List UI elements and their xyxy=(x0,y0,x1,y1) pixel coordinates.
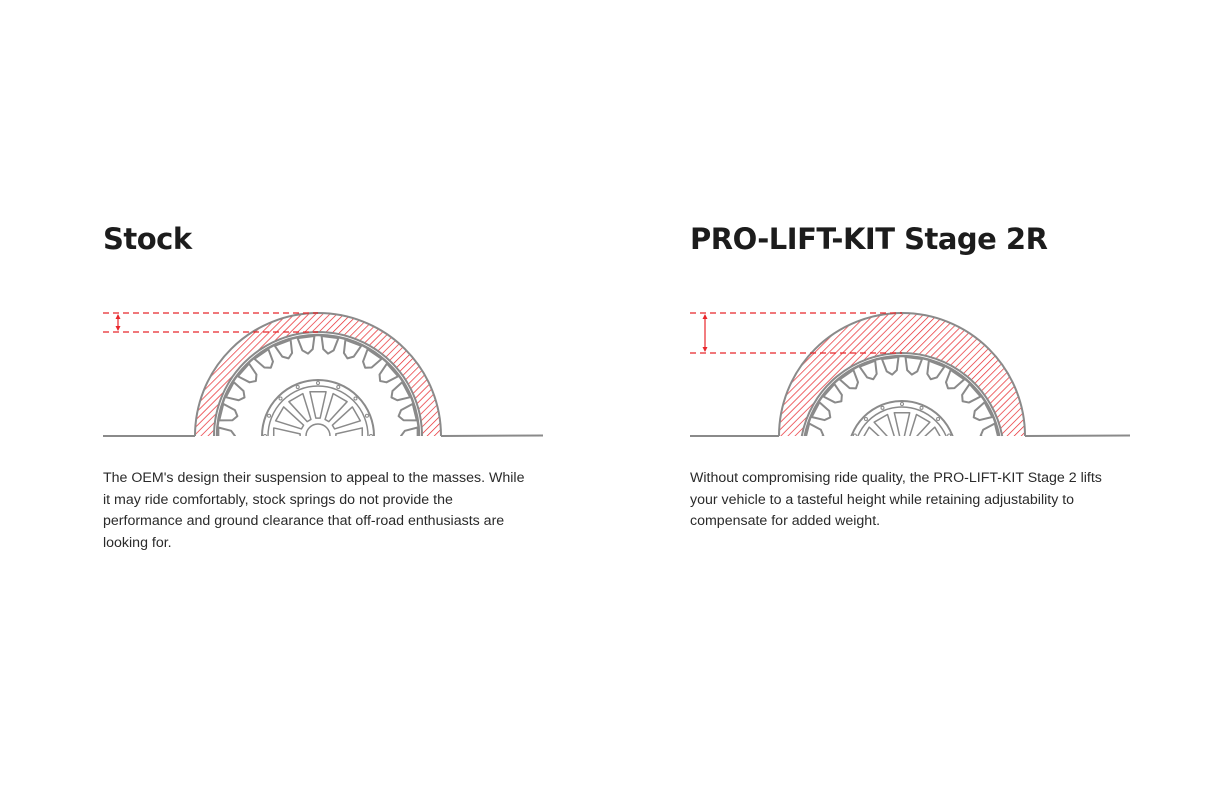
tread-lug xyxy=(904,356,924,376)
wheel-spoke-window xyxy=(863,426,880,436)
stage2r-title: PRO-LIFT-KIT Stage 2R xyxy=(690,222,1048,256)
rim-bolt xyxy=(852,433,857,436)
rim-bolt xyxy=(863,416,868,421)
arrow-down-icon xyxy=(115,326,121,331)
arrow-down-icon xyxy=(702,347,708,352)
rim-bolt xyxy=(263,434,267,436)
tread-lug xyxy=(979,422,999,436)
ground-line-right xyxy=(440,434,543,437)
wheel-spoke-window xyxy=(324,392,348,423)
wheel-group xyxy=(803,354,1001,436)
wheel-rim xyxy=(261,379,375,436)
wheel-spoke-window xyxy=(272,427,301,436)
tread-lug xyxy=(217,426,236,436)
rim-bolt xyxy=(278,396,283,401)
stage2r-fender-diagram xyxy=(690,312,1130,437)
wheel-spoke-window xyxy=(335,427,364,436)
stock-description: The OEM's design their suspension to app… xyxy=(103,470,525,551)
stock-fender-diagram xyxy=(103,312,543,437)
wheel-spoke-window xyxy=(331,406,362,430)
wheel-spoke-window xyxy=(873,413,895,436)
wheel-rim xyxy=(850,400,954,436)
rim-bolt xyxy=(369,434,373,436)
wheel-spoke-window xyxy=(274,406,305,430)
rim-bolt xyxy=(900,402,904,406)
wheel-inner-rim xyxy=(267,385,369,436)
wheel-spoke-window xyxy=(909,413,931,436)
wheel-group xyxy=(215,333,421,436)
rim-bolt xyxy=(364,413,369,418)
wheel-spoke-window xyxy=(309,390,327,419)
rim-bolt xyxy=(880,405,885,410)
tire-outline xyxy=(803,354,1001,436)
rim-bolt xyxy=(267,413,272,418)
rim-bolt xyxy=(919,405,924,410)
tread-lug xyxy=(400,426,419,436)
wheel-spoke-window xyxy=(893,411,911,436)
rim-bolt xyxy=(316,381,320,385)
rim-bolt xyxy=(353,396,358,401)
rim-bolt xyxy=(936,416,941,421)
tread-lug xyxy=(320,335,340,355)
ground-line-right xyxy=(1024,434,1130,437)
tread-lug xyxy=(880,356,900,376)
tire-outline xyxy=(215,333,421,436)
wheel-inner-rim xyxy=(857,406,947,436)
stage2r-description: Without compromising ride quality, the P… xyxy=(690,470,1102,530)
wheel-hub xyxy=(305,423,331,436)
fender-gap-hatch xyxy=(195,313,441,436)
rim-bolt xyxy=(336,385,341,390)
arrow-up-icon xyxy=(115,314,121,319)
stock-title: Stock xyxy=(103,222,192,256)
rim-bolt xyxy=(947,433,952,436)
tread-lug xyxy=(296,335,316,355)
wheel-spoke-window xyxy=(288,392,312,423)
fender-gap-hatch xyxy=(779,313,1025,436)
rim-bolt xyxy=(295,385,300,390)
arrow-up-icon xyxy=(702,314,708,319)
